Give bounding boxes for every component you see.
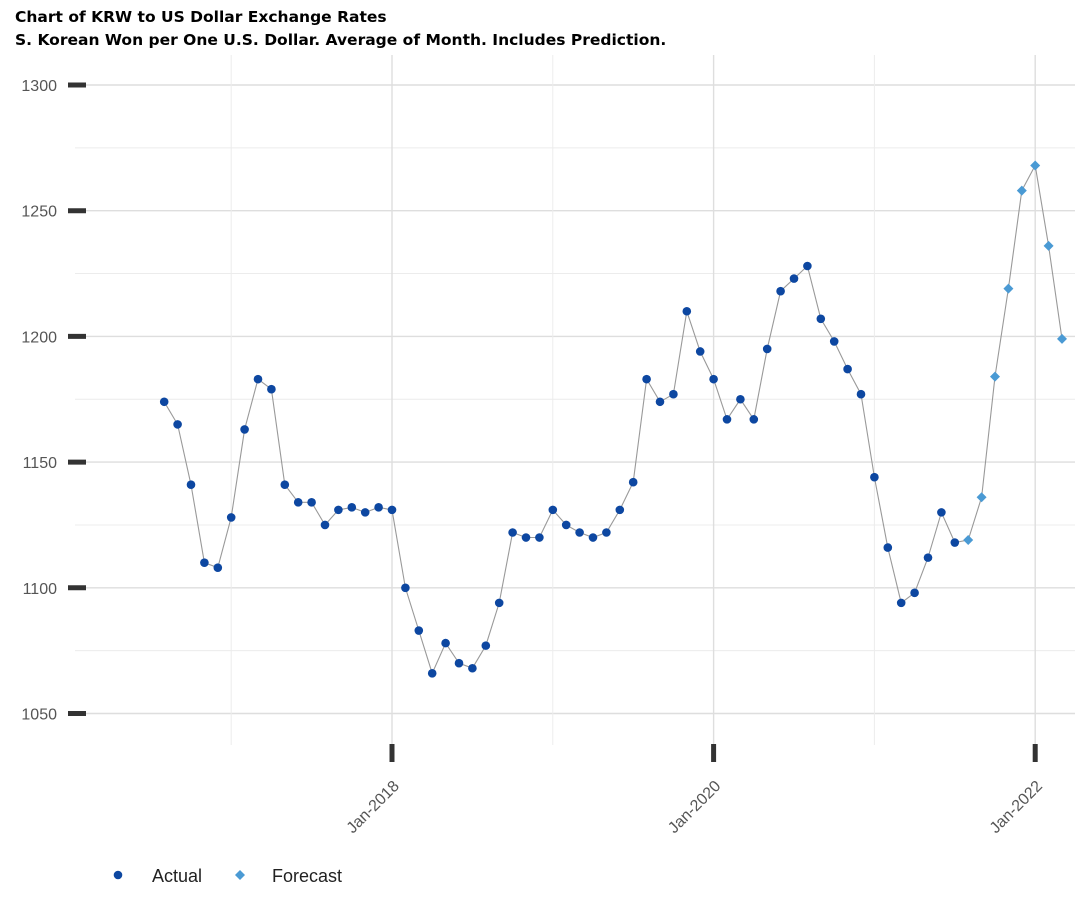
actual-point xyxy=(186,480,196,490)
forecast-point xyxy=(1003,283,1014,294)
actual-point xyxy=(360,508,370,517)
y-tick-label: 1050 xyxy=(21,707,57,724)
forecast-point xyxy=(976,492,987,503)
actual-point xyxy=(307,498,316,507)
legend-label: Forecast xyxy=(272,866,342,886)
actual-point xyxy=(669,389,678,399)
forecast-point xyxy=(990,371,1000,382)
series-line xyxy=(163,163,1063,675)
actual-point xyxy=(521,533,531,542)
data-points xyxy=(159,160,1067,678)
actual-point xyxy=(655,397,665,407)
actual-point xyxy=(870,472,879,482)
actual-point xyxy=(427,668,437,678)
x-tick-label: Jan-2022 xyxy=(987,778,1046,837)
y-tick-label: 1200 xyxy=(21,329,57,346)
actual-point xyxy=(535,533,544,542)
actual-point xyxy=(588,533,598,542)
axes: 1050 1100 1150 1200 1250 1300 Jan-2018 Jan-2020… xyxy=(21,78,1046,837)
actual-point xyxy=(508,528,517,537)
actual-point xyxy=(856,389,866,399)
chart-title: Chart of KRW to US Dollar Exchange Rates xyxy=(15,8,387,26)
actual-point xyxy=(923,553,933,562)
chart-subtitle: S. Korean Won per One U.S. Dollar. Avera… xyxy=(15,31,667,49)
actual-point xyxy=(561,520,571,530)
actual-point xyxy=(401,583,410,593)
y-tick-label: 1150 xyxy=(23,455,58,472)
actual-point xyxy=(937,508,946,517)
forecast-point xyxy=(1030,160,1041,171)
actual-point xyxy=(575,528,584,537)
actual-point xyxy=(494,598,504,608)
actual-point xyxy=(950,538,960,547)
actual-point xyxy=(293,498,303,507)
grid xyxy=(75,55,1075,745)
actual-point xyxy=(213,563,223,572)
y-tick-label: 1100 xyxy=(23,581,58,598)
legend-forecast-marker xyxy=(235,870,245,880)
actual-point xyxy=(374,503,383,512)
actual-point xyxy=(240,425,249,434)
actual-point xyxy=(803,261,812,271)
actual-point xyxy=(468,663,477,673)
actual-point xyxy=(387,505,397,515)
forecast-point xyxy=(1043,240,1054,251)
actual-point xyxy=(749,415,759,424)
actual-point xyxy=(200,558,209,567)
actual-point xyxy=(762,344,772,354)
actual-point xyxy=(615,505,625,515)
actual-point xyxy=(883,543,893,552)
actual-point xyxy=(682,306,692,316)
actual-point xyxy=(454,658,464,668)
actual-point xyxy=(789,274,799,283)
actual-point xyxy=(253,374,263,384)
actual-point xyxy=(736,394,745,404)
actual-point xyxy=(173,420,182,429)
forecast-point xyxy=(1057,333,1067,344)
y-tick-label: 1300 xyxy=(21,78,57,95)
actual-point xyxy=(843,364,852,374)
actual-point xyxy=(414,626,424,635)
legend-actual-marker xyxy=(113,870,123,880)
actual-point xyxy=(320,520,330,530)
actual-point xyxy=(722,415,732,424)
actual-point xyxy=(602,528,611,537)
actual-point xyxy=(280,480,290,490)
actual-point xyxy=(548,505,558,515)
series-lines xyxy=(163,163,1063,675)
chart-title-block: Chart of KRW to US Dollar Exchange Rates… xyxy=(15,6,666,52)
forecast-point xyxy=(963,535,974,546)
x-tick-label: Jan-2020 xyxy=(665,778,724,837)
actual-point xyxy=(709,374,718,384)
actual-point xyxy=(226,513,236,522)
actual-point xyxy=(896,598,906,608)
forecast-point xyxy=(1016,185,1027,196)
actual-point xyxy=(642,374,651,384)
actual-point xyxy=(816,314,826,324)
actual-point xyxy=(695,347,705,356)
actual-point xyxy=(267,384,276,394)
legend: Actual Forecast xyxy=(113,866,342,886)
actual-point xyxy=(481,641,491,650)
legend-label: Actual xyxy=(152,866,202,886)
actual-point xyxy=(910,588,919,598)
y-tick-label: 1250 xyxy=(21,204,57,221)
actual-point xyxy=(441,638,450,648)
actual-point xyxy=(334,505,343,515)
actual-point xyxy=(347,503,357,512)
actual-point xyxy=(829,337,839,346)
x-tick-label: Jan-2018 xyxy=(344,778,403,837)
actual-point xyxy=(159,397,169,407)
actual-point xyxy=(628,477,638,487)
actual-point xyxy=(776,286,785,296)
